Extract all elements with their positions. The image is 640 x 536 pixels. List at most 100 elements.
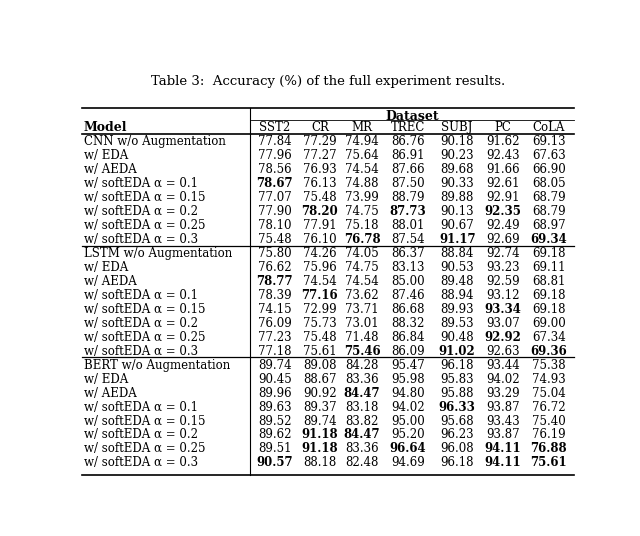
Text: 74.54: 74.54 <box>345 275 379 288</box>
Text: 76.09: 76.09 <box>258 317 292 330</box>
Text: 68.79: 68.79 <box>532 191 566 204</box>
Text: 77.29: 77.29 <box>303 135 337 148</box>
Text: 76.93: 76.93 <box>303 163 337 176</box>
Text: 91.18: 91.18 <box>301 428 338 442</box>
Text: 83.13: 83.13 <box>391 261 424 274</box>
Text: SST2: SST2 <box>259 121 291 135</box>
Text: 75.38: 75.38 <box>532 359 566 371</box>
Text: 75.40: 75.40 <box>532 414 566 428</box>
Text: 90.53: 90.53 <box>440 261 474 274</box>
Text: 69.18: 69.18 <box>532 247 566 260</box>
Text: 96.18: 96.18 <box>440 456 474 470</box>
Text: 95.83: 95.83 <box>440 373 474 385</box>
Text: 89.08: 89.08 <box>303 359 337 371</box>
Text: 68.05: 68.05 <box>532 177 566 190</box>
Text: 77.27: 77.27 <box>303 149 337 162</box>
Text: 89.48: 89.48 <box>440 275 474 288</box>
Text: 95.98: 95.98 <box>391 373 424 385</box>
Text: w/ softEDA α = 0.2: w/ softEDA α = 0.2 <box>84 205 198 218</box>
Text: Table 3:  Accuracy (%) of the full experiment results.: Table 3: Accuracy (%) of the full experi… <box>151 75 505 88</box>
Text: 89.88: 89.88 <box>440 191 474 204</box>
Text: 75.48: 75.48 <box>303 191 337 204</box>
Text: 89.37: 89.37 <box>303 400 337 414</box>
Text: 68.79: 68.79 <box>532 205 566 218</box>
Text: 75.80: 75.80 <box>258 247 292 260</box>
Text: w/ softEDA α = 0.3: w/ softEDA α = 0.3 <box>84 233 198 246</box>
Text: 76.13: 76.13 <box>303 177 337 190</box>
Text: LSTM w/o Augmentation: LSTM w/o Augmentation <box>84 247 232 260</box>
Text: 72.99: 72.99 <box>303 303 337 316</box>
Text: 91.17: 91.17 <box>439 233 476 246</box>
Text: 69.34: 69.34 <box>531 233 567 246</box>
Text: 78.20: 78.20 <box>301 205 338 218</box>
Text: 75.73: 75.73 <box>303 317 337 330</box>
Text: TREC: TREC <box>390 121 425 135</box>
Text: 76.19: 76.19 <box>532 428 566 442</box>
Text: 78.10: 78.10 <box>258 219 292 232</box>
Text: 75.96: 75.96 <box>303 261 337 274</box>
Text: 90.92: 90.92 <box>303 386 337 399</box>
Text: 84.47: 84.47 <box>344 386 380 399</box>
Text: 86.09: 86.09 <box>391 345 424 358</box>
Text: 96.18: 96.18 <box>440 359 474 371</box>
Text: 89.62: 89.62 <box>258 428 292 442</box>
Text: 92.43: 92.43 <box>486 149 520 162</box>
Text: 87.73: 87.73 <box>389 205 426 218</box>
Text: 93.29: 93.29 <box>486 386 520 399</box>
Text: 92.69: 92.69 <box>486 233 520 246</box>
Text: 89.74: 89.74 <box>303 414 337 428</box>
Text: 94.11: 94.11 <box>484 442 522 456</box>
Text: 74.75: 74.75 <box>345 261 379 274</box>
Text: 90.57: 90.57 <box>257 456 293 470</box>
Text: 77.84: 77.84 <box>258 135 292 148</box>
Text: 95.88: 95.88 <box>440 386 474 399</box>
Text: 77.90: 77.90 <box>258 205 292 218</box>
Text: 93.34: 93.34 <box>484 303 522 316</box>
Text: 89.93: 89.93 <box>440 303 474 316</box>
Text: w/ softEDA α = 0.3: w/ softEDA α = 0.3 <box>84 456 198 470</box>
Text: 82.48: 82.48 <box>346 456 379 470</box>
Text: 94.11: 94.11 <box>484 456 522 470</box>
Text: 69.00: 69.00 <box>532 317 566 330</box>
Text: w/ softEDA α = 0.15: w/ softEDA α = 0.15 <box>84 303 205 316</box>
Text: 93.23: 93.23 <box>486 261 520 274</box>
Text: 91.66: 91.66 <box>486 163 520 176</box>
Text: 74.93: 74.93 <box>532 373 566 385</box>
Text: MR: MR <box>351 121 372 135</box>
Text: w/ AEDA: w/ AEDA <box>84 275 137 288</box>
Text: 89.52: 89.52 <box>258 414 292 428</box>
Text: 89.74: 89.74 <box>258 359 292 371</box>
Text: 76.88: 76.88 <box>531 442 567 456</box>
Text: 86.37: 86.37 <box>391 247 424 260</box>
Text: w/ EDA: w/ EDA <box>84 149 128 162</box>
Text: w/ softEDA α = 0.25: w/ softEDA α = 0.25 <box>84 331 205 344</box>
Text: 77.16: 77.16 <box>301 289 338 302</box>
Text: 90.13: 90.13 <box>440 205 474 218</box>
Text: 93.07: 93.07 <box>486 317 520 330</box>
Text: 71.48: 71.48 <box>345 331 379 344</box>
Text: w/ AEDA: w/ AEDA <box>84 386 137 399</box>
Text: 91.02: 91.02 <box>439 345 476 358</box>
Text: w/ softEDA α = 0.3: w/ softEDA α = 0.3 <box>84 345 198 358</box>
Text: 74.15: 74.15 <box>258 303 292 316</box>
Text: w/ softEDA α = 0.15: w/ softEDA α = 0.15 <box>84 414 205 428</box>
Text: 73.01: 73.01 <box>345 317 379 330</box>
Text: 94.69: 94.69 <box>391 456 425 470</box>
Text: 93.87: 93.87 <box>486 428 520 442</box>
Text: 74.75: 74.75 <box>345 205 379 218</box>
Text: 76.72: 76.72 <box>532 400 566 414</box>
Text: 75.46: 75.46 <box>344 345 380 358</box>
Text: 91.18: 91.18 <box>301 442 338 456</box>
Text: 89.96: 89.96 <box>258 386 292 399</box>
Text: Dataset: Dataset <box>385 110 439 123</box>
Text: 88.18: 88.18 <box>303 456 337 470</box>
Text: w/ softEDA α = 0.2: w/ softEDA α = 0.2 <box>84 317 198 330</box>
Text: 75.18: 75.18 <box>345 219 379 232</box>
Text: w/ EDA: w/ EDA <box>84 373 128 385</box>
Text: w/ softEDA α = 0.25: w/ softEDA α = 0.25 <box>84 442 205 456</box>
Text: 74.94: 74.94 <box>345 135 379 148</box>
Text: 77.96: 77.96 <box>258 149 292 162</box>
Text: BERT w/o Augmentation: BERT w/o Augmentation <box>84 359 230 371</box>
Text: 96.33: 96.33 <box>439 400 476 414</box>
Text: 69.11: 69.11 <box>532 261 566 274</box>
